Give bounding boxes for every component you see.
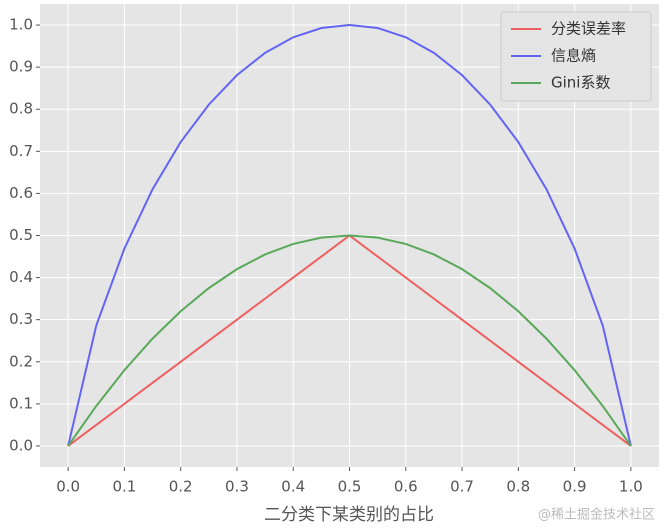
x-tick-label: 0.6 (394, 478, 418, 496)
x-tick-label: 0.3 (225, 478, 249, 496)
x-tick-label: 0.9 (563, 478, 587, 496)
series-line (67, 234, 632, 447)
x-tick-label: 0.4 (281, 478, 305, 496)
x-tick-label: 0.2 (169, 478, 193, 496)
y-tick-label: 0.3 (9, 310, 33, 328)
y-tick-label: 0.8 (9, 100, 33, 118)
y-tick-label: 1.0 (9, 16, 33, 34)
x-tick-label: 0.7 (450, 478, 474, 496)
legend-label: 分类误差率 (551, 20, 626, 38)
y-tick-label: 0.1 (9, 394, 33, 412)
y-tick-label: 0.7 (9, 142, 33, 160)
watermark: @稀土掘金技术社区 (538, 507, 655, 523)
x-tick-label: 0.0 (56, 478, 80, 496)
y-tick-label: 0.6 (9, 184, 33, 202)
series-line (67, 24, 632, 447)
x-tick-label: 1.0 (619, 478, 643, 496)
y-tick-label: 0.5 (9, 226, 33, 244)
y-tick-label: 0.9 (9, 58, 33, 76)
legend-label: Gini系数 (551, 74, 610, 92)
x-axis-label: 二分类下某类别的占比 (264, 505, 434, 525)
x-tick-label: 0.8 (506, 478, 530, 496)
x-tick-label: 0.5 (338, 478, 362, 496)
legend-box (500, 11, 652, 102)
legend-label: 信息熵 (551, 47, 596, 65)
y-tick-label: 0.4 (9, 268, 33, 286)
y-tick-label: 0.2 (9, 352, 33, 370)
y-tick-label: 0.0 (9, 436, 33, 454)
x-tick-label: 0.1 (112, 478, 136, 496)
